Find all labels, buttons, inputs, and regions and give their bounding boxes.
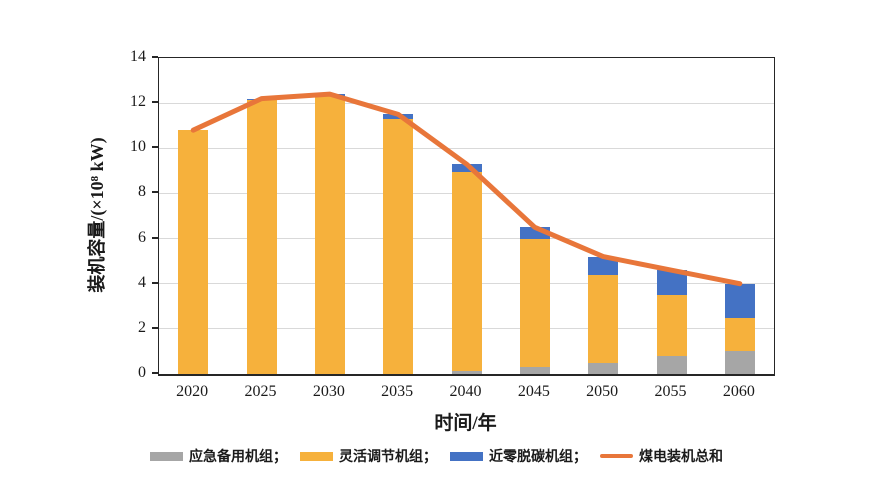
legend-label-2: 近零脱碳机组； [489, 450, 587, 465]
y-tick-mark [152, 191, 158, 194]
x-tick-label-2050: 2050 [586, 383, 619, 400]
y-tick-label-6: 6 [138, 228, 146, 246]
plot-area [158, 57, 775, 376]
legend-item-2: 近零脱碳机组； [450, 446, 587, 466]
bar-segment-2030-灵活调节机组 [314, 96, 345, 374]
bar-segment-2020-灵活调节机组 [178, 130, 209, 374]
bar-segment-2055-应急备用机组 [656, 355, 687, 374]
y-tick-mark [152, 236, 158, 239]
x-tick-label-2025: 2025 [244, 383, 277, 400]
bar-segment-2045-灵活调节机组 [519, 238, 550, 368]
x-tick-label-2060: 2060 [722, 383, 755, 400]
y-tick-label-14: 14 [130, 48, 146, 65]
x-tick-label-2045: 2045 [517, 383, 550, 400]
bar-segment-2025-灵活调节机组 [246, 99, 277, 374]
x-tick-label-2040: 2040 [449, 383, 482, 400]
x-tick-label-2030: 2030 [312, 383, 345, 400]
y-tick-mark [152, 372, 158, 374]
bar-segment-2035-灵活调节机组 [383, 118, 414, 374]
legend-label-1: 灵活调节机组； [339, 450, 437, 465]
bar-segment-2060-灵活调节机组 [724, 317, 755, 352]
legend-label-3: 煤电装机总和 [639, 450, 723, 465]
legend-label-0: 应急备用机组； [189, 450, 287, 465]
bar-segment-2055-灵活调节机组 [656, 295, 687, 356]
bar-segment-2050-灵活调节机组 [588, 274, 619, 363]
legend-swatch-box-2 [450, 451, 483, 461]
total-line [190, 91, 743, 287]
bar-segment-2050-应急备用机组 [588, 362, 619, 374]
y-axis-title: 装机容量/(×10⁸ kW) [87, 137, 107, 293]
x-tick-label-2035: 2035 [381, 383, 414, 400]
legend-item-0: 应急备用机组； [150, 446, 287, 466]
bar-segment-2040-灵活调节机组 [451, 171, 482, 371]
bar-segment-2040-应急备用机组 [451, 370, 482, 374]
y-tick-mark [152, 56, 158, 58]
bar-segment-2045-应急备用机组 [519, 367, 550, 374]
y-tick-mark [152, 146, 158, 149]
legend-swatch-box-0 [150, 451, 183, 461]
y-tick-label-0: 0 [138, 364, 146, 381]
x-tick-label-2055: 2055 [654, 383, 687, 400]
legend: 应急备用机组； 灵活调节机组； 近零脱碳机组； 煤电装机总和 [150, 446, 723, 466]
legend-item-3: 煤电装机总和 [600, 446, 723, 466]
legend-swatch-line-3 [600, 454, 633, 458]
total-line-series [190, 91, 743, 287]
y-tick-mark [152, 101, 158, 104]
gridline-y-10 [159, 147, 774, 149]
legend-item-1: 灵活调节机组； [300, 446, 437, 466]
y-tick-mark [152, 281, 158, 284]
bar-segment-2060-近零脱碳机组 [724, 283, 755, 318]
legend-swatch-box-1 [300, 451, 333, 461]
y-tick-label-2: 2 [138, 318, 146, 336]
gridline-y-12 [159, 102, 774, 104]
y-tick-label-4: 4 [138, 273, 146, 291]
x-tick-label-2020: 2020 [176, 383, 209, 400]
y-tick-label-12: 12 [130, 93, 146, 111]
bar-segment-2045-近零脱碳机组 [519, 227, 550, 239]
bar-segment-2060-应急备用机组 [724, 351, 755, 374]
y-tick-label-10: 10 [130, 138, 146, 156]
bar-segment-2050-近零脱碳机组 [588, 256, 619, 275]
bar-segment-2040-近零脱碳机组 [451, 164, 482, 172]
y-tick-label-8: 8 [138, 183, 146, 201]
x-axis-title: 时间/年 [434, 413, 497, 434]
y-tick-mark [152, 326, 158, 329]
